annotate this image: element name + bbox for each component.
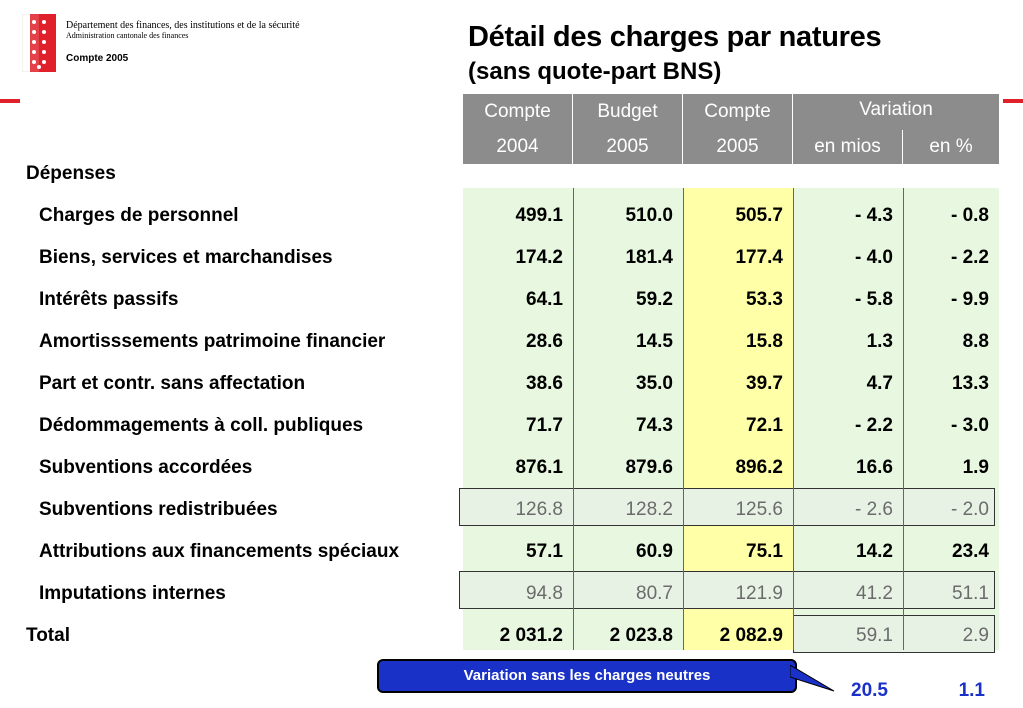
- cell-budget-2005: 14.5: [636, 331, 673, 352]
- row-label: Subventions redistribuées: [39, 499, 278, 520]
- cell-budget-2005: 80.7: [636, 583, 673, 604]
- cell-var-mios: 1.3: [866, 331, 893, 352]
- total-compte-2005: 2 082.9: [719, 625, 783, 646]
- red-rule-right: [1003, 99, 1023, 103]
- cell-var-mios: - 4.0: [854, 247, 893, 268]
- row-label: Biens, services et marchandises: [39, 247, 333, 268]
- cell-compte-2005: 505.7: [735, 205, 783, 226]
- callout-value-mios: 20.5: [851, 680, 888, 701]
- row-label: Part et contr. sans affectation: [39, 373, 306, 394]
- col-header-budget-2005-top: Budget: [573, 94, 683, 130]
- cell-compte-2005: 75.1: [746, 541, 783, 562]
- cell-compte-2004: 71.7: [526, 415, 563, 436]
- cell-compte-2005: 39.7: [746, 373, 783, 394]
- cell-budget-2005: 35.0: [636, 373, 673, 394]
- cell-var-pct: - 2.2: [950, 247, 989, 268]
- cell-var-pct: 8.8: [962, 331, 989, 352]
- canton-logo: [22, 14, 56, 72]
- cell-compte-2005: 121.9: [735, 583, 783, 604]
- col-divider: [683, 188, 684, 650]
- cell-var-pct: - 3.0: [950, 415, 989, 436]
- callout-value-pct: 1.1: [958, 680, 985, 701]
- total-var-mios: 59.1: [856, 625, 893, 646]
- col-header-compte-2005-bottom: 2005: [683, 130, 793, 164]
- row-label: Imputations internes: [39, 583, 226, 604]
- page-subtitle: (sans quote-part BNS): [468, 58, 722, 85]
- compte-label: Compte 2005: [66, 53, 129, 64]
- cell-compte-2005: 177.4: [735, 247, 783, 268]
- cell-compte-2005: 896.2: [735, 457, 783, 478]
- cell-budget-2005: 879.6: [625, 457, 673, 478]
- cell-var-mios: - 2.6: [854, 499, 893, 520]
- cell-compte-2004: 94.8: [526, 583, 563, 604]
- cell-compte-2004: 64.1: [526, 289, 563, 310]
- cell-budget-2005: 59.2: [636, 289, 673, 310]
- total-label: Total: [26, 625, 70, 646]
- row-label: Dédommagements à coll. publiques: [39, 415, 364, 436]
- row-label: Intérêts passifs: [39, 289, 179, 310]
- row-label: Charges de personnel: [39, 205, 239, 226]
- col-header-compte-2004-bottom: 2004: [463, 130, 573, 164]
- cell-compte-2004: 126.8: [515, 499, 563, 520]
- cell-var-pct: 23.4: [952, 541, 989, 562]
- cell-var-pct: 13.3: [952, 373, 989, 394]
- cell-compte-2005: 72.1: [746, 415, 783, 436]
- cell-var-mios: 41.2: [856, 583, 893, 604]
- callout-variation-sans-charges-neutres: Variation sans les charges neutres: [377, 659, 797, 693]
- cell-compte-2004: 499.1: [515, 205, 563, 226]
- cell-budget-2005: 181.4: [625, 247, 673, 268]
- cell-var-mios: 16.6: [856, 457, 893, 478]
- col-divider: [903, 188, 904, 650]
- col-header-compte-2004-top: Compte: [463, 94, 573, 130]
- cell-compte-2005: 125.6: [735, 499, 783, 520]
- total-variation-frame: [793, 615, 995, 653]
- cell-var-pct: 1.9: [962, 457, 989, 478]
- dept-line2: Administration cantonale des finances: [66, 31, 189, 40]
- row-frame-subventions-redistribuees: [459, 488, 995, 526]
- row-frame-imputations-internes: [459, 571, 995, 609]
- total-compte-2004: 2 031.2: [499, 625, 563, 646]
- cell-var-pct: - 2.0: [950, 499, 989, 520]
- cell-var-mios: - 4.3: [854, 205, 893, 226]
- total-budget-2005: 2 023.8: [609, 625, 673, 646]
- row-label: Amortisssements patrimoine financier: [39, 331, 386, 352]
- page-title: Détail des charges par natures: [468, 21, 882, 53]
- cell-var-mios: 4.7: [866, 373, 893, 394]
- cell-var-pct: - 0.8: [950, 205, 989, 226]
- row-label: Attributions aux financements spéciaux: [39, 541, 400, 562]
- cell-compte-2004: 876.1: [515, 457, 563, 478]
- cell-compte-2004: 38.6: [526, 373, 563, 394]
- red-rule-left: [0, 99, 20, 103]
- cell-compte-2004: 28.6: [526, 331, 563, 352]
- section-label-depenses: Dépenses: [26, 163, 116, 184]
- col-header-budget-2005-bottom: 2005: [573, 130, 683, 164]
- cell-var-pct: - 9.9: [950, 289, 989, 310]
- cell-budget-2005: 128.2: [625, 499, 673, 520]
- cell-budget-2005: 74.3: [636, 415, 673, 436]
- col-divider: [793, 188, 794, 650]
- dept-line1: Département des finances, des institutio…: [66, 20, 300, 31]
- cell-compte-2005: 15.8: [746, 331, 783, 352]
- row-label: Subventions accordées: [39, 457, 253, 478]
- total-var-pct: 2.9: [962, 625, 989, 646]
- department-name: Département des finances, des institutio…: [66, 20, 300, 40]
- callout-pointer-icon: [790, 665, 835, 692]
- cell-var-mios: - 2.2: [854, 415, 893, 436]
- col-header-variation: Variation: [793, 94, 999, 130]
- cell-var-mios: - 5.8: [854, 289, 893, 310]
- cell-var-pct: 51.1: [952, 583, 989, 604]
- cell-compte-2005: 53.3: [746, 289, 783, 310]
- cell-compte-2004: 174.2: [515, 247, 563, 268]
- col-header-en-pct: en %: [903, 130, 999, 164]
- col-header-en-mios: en mios: [793, 130, 903, 164]
- col-divider: [573, 188, 574, 650]
- col-header-compte-2005-top: Compte: [683, 94, 793, 130]
- cell-var-mios: 14.2: [856, 541, 893, 562]
- cell-compte-2004: 57.1: [526, 541, 563, 562]
- cell-budget-2005: 60.9: [636, 541, 673, 562]
- cell-budget-2005: 510.0: [625, 205, 673, 226]
